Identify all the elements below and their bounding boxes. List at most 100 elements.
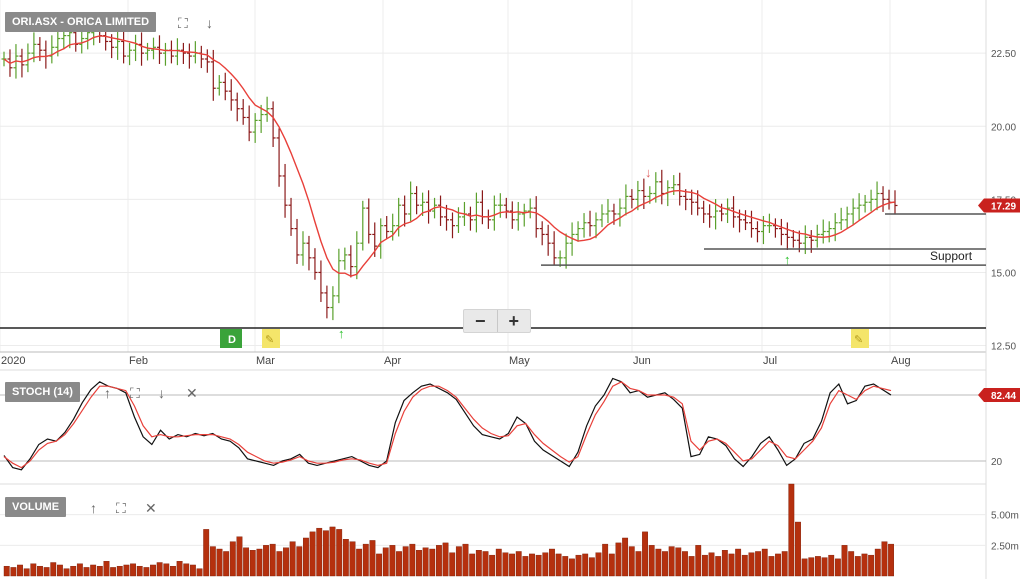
volume-bar xyxy=(163,563,170,577)
last-price-value: 17.29 xyxy=(991,201,1016,212)
volume-bar xyxy=(801,558,808,577)
volume-bar xyxy=(549,548,555,577)
volume-bar xyxy=(715,556,722,577)
volume-bar xyxy=(535,554,542,577)
volume-bar xyxy=(110,567,117,577)
close-icon[interactable]: ✕ xyxy=(145,500,157,516)
volume-bar xyxy=(755,551,762,577)
zoom-control: − + xyxy=(463,309,531,333)
zoom-out-button[interactable]: − xyxy=(474,311,486,331)
volume-bar xyxy=(76,563,83,577)
volume-bar xyxy=(322,530,329,577)
volume-bar xyxy=(37,565,43,577)
volume-bar xyxy=(841,545,848,577)
volume-bar xyxy=(376,553,383,577)
volume-bar xyxy=(741,554,748,577)
volume-bar xyxy=(336,529,343,577)
volume-bar xyxy=(116,565,123,577)
x-tick-label: Feb xyxy=(129,355,148,367)
arrow-up-icon[interactable]: ↑ xyxy=(104,385,111,401)
volume-bar xyxy=(668,546,675,577)
volume-bar xyxy=(682,551,688,577)
volume-bar xyxy=(695,545,702,577)
volume-bar xyxy=(10,567,17,577)
stoch-pane-label: STOCH (14) xyxy=(5,382,80,402)
arrow-down-icon[interactable]: ↓ xyxy=(158,385,165,401)
close-icon[interactable]: ✕ xyxy=(186,385,198,401)
arrow-down-icon[interactable]: ↓ xyxy=(206,15,213,31)
x-tick-label: May xyxy=(509,355,530,367)
volume-bar xyxy=(196,568,203,577)
volume-bar xyxy=(701,554,708,577)
volume-bar xyxy=(888,543,895,577)
volume-bar xyxy=(402,546,409,577)
stoch-last-value: 82.44 xyxy=(991,391,1016,402)
volume-bar xyxy=(50,562,57,577)
volume-bar xyxy=(688,556,695,577)
volume-bar xyxy=(263,545,269,577)
price-y-tick: 22.50 xyxy=(991,49,1016,60)
volume-bar xyxy=(642,531,648,577)
arrow-up-icon[interactable]: ↑ xyxy=(90,500,97,516)
expand-icon[interactable]: ⛶ xyxy=(178,15,188,31)
dividend-marker-icon xyxy=(220,329,242,348)
volume-bar xyxy=(362,543,369,577)
expand-icon[interactable]: ⛶ xyxy=(116,500,126,516)
zoom-in-button[interactable]: + xyxy=(496,310,531,332)
volume-bar xyxy=(70,565,77,577)
volume-bar xyxy=(416,550,422,577)
volume-bar xyxy=(495,548,502,577)
volume-bar xyxy=(781,551,788,577)
volume-bar xyxy=(123,564,130,577)
volume-bar xyxy=(236,536,243,577)
x-tick-label: Mar xyxy=(256,355,275,367)
volume-bar xyxy=(602,543,609,577)
buy-signal-icon: ↑ xyxy=(784,252,791,267)
volume-bar xyxy=(455,546,462,577)
volume-bar xyxy=(588,557,595,577)
volume-bar xyxy=(582,553,589,577)
support-label: Support xyxy=(930,249,973,263)
volume-bar xyxy=(795,521,801,577)
volume-y-tick: 2.50m xyxy=(991,541,1019,552)
volume-bar xyxy=(788,483,795,577)
volume-bar xyxy=(96,565,103,577)
volume-bar xyxy=(475,550,482,577)
pencil-icon: ✎ xyxy=(265,334,274,346)
volume-bar xyxy=(748,552,755,577)
volume-bar xyxy=(43,567,50,577)
price-pane-label: ORI.ASX - ORICA LIMITED xyxy=(5,12,157,32)
volume-bar xyxy=(442,542,449,577)
volume-bar xyxy=(529,553,535,577)
volume-bar xyxy=(449,552,456,577)
volume-bar xyxy=(83,567,90,577)
buy-signal-icon: ↑ xyxy=(338,326,345,341)
volume-bar xyxy=(216,548,223,577)
volume-bar xyxy=(735,548,742,577)
volume-bar xyxy=(316,527,323,577)
volume-bar xyxy=(349,541,356,577)
volume-bar xyxy=(595,552,602,577)
volume-bar xyxy=(369,540,376,577)
expand-icon[interactable]: ⛶ xyxy=(130,385,140,401)
volume-bar xyxy=(482,551,489,577)
x-tick-label: Jul xyxy=(763,355,777,367)
stoch-d-line xyxy=(3,381,892,469)
volume-bar xyxy=(648,545,655,577)
price-y-tick: 15.00 xyxy=(991,268,1016,279)
volume-bar xyxy=(389,545,396,577)
volume-bar xyxy=(256,548,263,577)
volume-bar xyxy=(170,565,176,577)
volume-bar xyxy=(808,557,815,577)
volume-bar xyxy=(522,556,529,577)
volume-bar xyxy=(17,564,23,577)
volume-bar xyxy=(342,539,349,577)
volume-bar xyxy=(409,543,416,577)
volume-bar xyxy=(881,541,888,577)
volume-bar xyxy=(209,546,216,577)
volume-bar xyxy=(854,556,861,577)
volume-bar xyxy=(223,551,230,577)
stoch-y-tick: 20 xyxy=(991,457,1003,468)
volume-bar xyxy=(568,558,575,577)
